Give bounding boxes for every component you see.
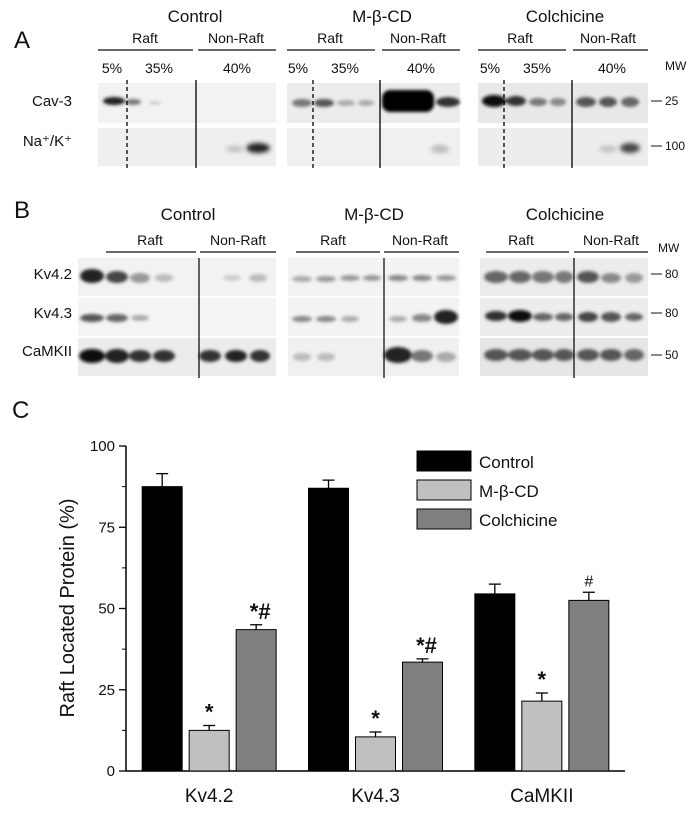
bar bbox=[235, 629, 277, 772]
significance-marker: *# bbox=[416, 633, 437, 658]
legend-swatch bbox=[416, 450, 472, 472]
bar bbox=[188, 729, 230, 772]
row-label-nak: Na⁺/K⁺ bbox=[23, 133, 72, 150]
panel-label-b: B bbox=[14, 197, 30, 224]
category-label: Kv4.3 bbox=[351, 786, 400, 807]
group-label-colchicine: Colchicine bbox=[526, 7, 604, 26]
row-label-cav3: Cav-3 bbox=[32, 93, 72, 110]
percent-label: 35% bbox=[331, 60, 359, 76]
bar bbox=[141, 486, 183, 772]
row-label-kv42: Kv4.2 bbox=[34, 266, 72, 283]
percent-label: 40% bbox=[598, 60, 626, 76]
bar-chart: 0255075100**#Kv4.2**#Kv4.3*#CaMKIIContro… bbox=[90, 438, 625, 807]
bar bbox=[402, 661, 443, 772]
mw-header: MW bbox=[658, 241, 680, 255]
panel-label-a: A bbox=[14, 27, 30, 54]
mw-header: MW bbox=[665, 59, 687, 73]
panel-b: B Control M-β-CD Colchicine Raft Non-Raf… bbox=[14, 197, 680, 378]
mw-marker: 80 bbox=[665, 306, 679, 320]
blot-cav3 bbox=[98, 83, 648, 123]
panel-c: C Raft Located Protein (%) 0255075100**#… bbox=[12, 397, 625, 807]
nonraft-label: Non-Raft bbox=[580, 30, 636, 46]
lane-separators bbox=[198, 258, 575, 378]
nonraft-label: Non-Raft bbox=[583, 232, 639, 248]
panel-a: A Control M-β-CD Colchicine Raft Non-Raf… bbox=[14, 7, 687, 168]
y-axis-title: Raft Located Protein (%) bbox=[57, 499, 79, 718]
blot-camkii bbox=[78, 338, 648, 376]
y-tick-label: 0 bbox=[107, 763, 115, 780]
raft-label: Raft bbox=[507, 30, 533, 46]
percent-label: 40% bbox=[223, 60, 251, 76]
percent-label: 5% bbox=[480, 60, 500, 76]
raft-label: Raft bbox=[317, 30, 343, 46]
legend-label: Colchicine bbox=[479, 511, 557, 530]
y-tick-label: 75 bbox=[98, 519, 115, 536]
legend-swatch bbox=[416, 508, 472, 530]
group-label-mbcd: M-β-CD bbox=[344, 205, 404, 224]
y-tick-label: 25 bbox=[98, 682, 115, 699]
percent-label: 35% bbox=[523, 60, 551, 76]
group-label-control: Control bbox=[161, 205, 216, 224]
blot-kv43 bbox=[78, 298, 648, 336]
blot-kv42 bbox=[78, 258, 648, 296]
bar bbox=[308, 487, 349, 772]
mw-marker: 50 bbox=[665, 348, 679, 362]
raft-label: Raft bbox=[132, 30, 158, 46]
legend-swatch bbox=[416, 479, 472, 501]
nonraft-label: Non-Raft bbox=[208, 30, 264, 46]
significance-marker: * bbox=[205, 700, 214, 725]
row-label-camkii: CaMKII bbox=[22, 343, 72, 360]
significance-marker: * bbox=[371, 706, 380, 731]
nonraft-label: Non-Raft bbox=[210, 232, 266, 248]
y-tick-label: 50 bbox=[98, 601, 115, 618]
group-label-control: Control bbox=[168, 7, 223, 26]
group-label-mbcd: M-β-CD bbox=[352, 7, 412, 26]
category-label: CaMKII bbox=[510, 786, 573, 807]
raft-label: Raft bbox=[508, 232, 534, 248]
raft-label: Raft bbox=[320, 232, 346, 248]
percent-label: 5% bbox=[288, 60, 308, 76]
mw-marker: 100 bbox=[665, 139, 685, 153]
y-tick-label: 100 bbox=[90, 438, 115, 455]
significance-marker: * bbox=[538, 667, 547, 692]
panel-label-c: C bbox=[12, 397, 29, 424]
nonraft-label: Non-Raft bbox=[390, 30, 446, 46]
bar bbox=[355, 736, 396, 772]
significance-marker: # bbox=[584, 573, 593, 590]
mw-marker: 80 bbox=[665, 267, 679, 281]
bar bbox=[474, 593, 516, 772]
percent-label: 35% bbox=[145, 60, 173, 76]
bar bbox=[521, 700, 563, 772]
percent-label: 5% bbox=[102, 60, 122, 76]
mw-marker: 25 bbox=[665, 94, 679, 108]
group-label-colchicine: Colchicine bbox=[526, 205, 604, 224]
legend-label: M-β-CD bbox=[479, 482, 539, 501]
legend-label: Control bbox=[479, 453, 534, 472]
category-label: Kv4.2 bbox=[185, 786, 234, 807]
lane-separators bbox=[126, 80, 573, 168]
percent-label: 40% bbox=[407, 60, 435, 76]
raft-label: Raft bbox=[137, 232, 163, 248]
row-label-kv43: Kv4.3 bbox=[34, 305, 72, 322]
blot-na-k bbox=[98, 128, 648, 166]
significance-marker: *# bbox=[250, 599, 271, 624]
nonraft-label: Non-Raft bbox=[392, 232, 448, 248]
bar bbox=[568, 599, 610, 772]
